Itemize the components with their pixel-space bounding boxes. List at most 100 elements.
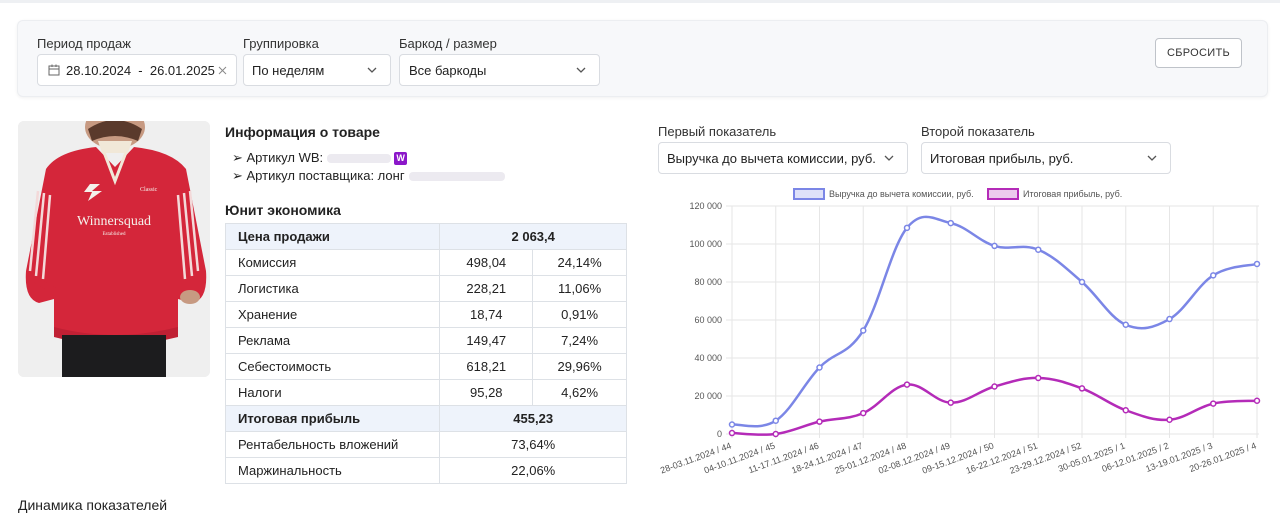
supplier-article-label: ➢ Артикул поставщика: лонг (232, 168, 405, 183)
svg-text:Classic: Classic (140, 187, 158, 193)
roi-row: Рентабельность вложений 73,64% (224, 431, 627, 458)
reset-button[interactable]: СБРОСИТЬ (1155, 38, 1242, 68)
first-metric-select[interactable]: Выручка до вычета комиссии, руб. (658, 142, 908, 174)
data-point (903, 381, 911, 388)
row-label: Хранение (224, 301, 441, 328)
wb-article-value-masked (327, 154, 392, 164)
row-percent: 24,14% (532, 249, 627, 276)
data-point (1078, 278, 1086, 286)
product-image: Classic Winnersquad Established (18, 121, 210, 377)
wb-article-label: ➢ Артикул WB: (232, 150, 324, 165)
table-row: Налоги 95,28 4,62% (224, 379, 627, 406)
data-point (1253, 397, 1261, 404)
data-point (1210, 400, 1217, 407)
row-value: 498,04 (439, 249, 534, 276)
unit-economics-title: Юнит экономика (225, 202, 341, 218)
data-point (1253, 260, 1261, 268)
roi-value: 73,64% (439, 431, 627, 458)
row-percent: 11,06% (532, 275, 627, 302)
table-row: Реклама 149,47 7,24% (224, 327, 627, 354)
dynamics-line-chart: 120 000 100 000 80 000 60 000 40 000 20 000 02… (659, 188, 1261, 476)
clear-icon[interactable] (218, 66, 227, 75)
price-label: Цена продажи (224, 223, 441, 250)
barcode-select[interactable]: Все баркоды (399, 54, 600, 86)
data-point (1166, 416, 1173, 423)
top-divider (0, 0, 1280, 3)
y-tick-label: 120 000 (689, 201, 722, 211)
margin-value: 22,06% (439, 457, 627, 484)
calendar-icon (48, 64, 60, 76)
row-label: Налоги (224, 379, 441, 406)
unit-economics-table: Цена продажи 2 063,4 Комиссия 498,04 24,… (224, 223, 627, 484)
data-point (816, 364, 823, 371)
profit-value: 455,23 (439, 405, 627, 432)
table-row: Комиссия 498,04 24,14% (224, 249, 627, 276)
data-point (991, 242, 998, 250)
second-metric-select[interactable]: Итоговая прибыль, руб. (921, 142, 1171, 174)
data-point (1035, 246, 1042, 253)
second-metric-value: Итоговая прибыль, руб. (930, 150, 1074, 166)
legend-swatch (793, 188, 825, 200)
print-text: Winnersquad (77, 214, 151, 229)
product-info-title: Информация о товаре (225, 124, 380, 140)
row-label: Логистика (224, 275, 441, 302)
wb-article-line: ➢ Артикул WB: W (232, 150, 408, 166)
row-percent: 7,24% (532, 327, 627, 354)
row-value: 149,47 (439, 327, 534, 354)
wb-badge-icon: W (394, 152, 408, 166)
row-percent: 29,96% (532, 353, 627, 380)
profit-label: Итоговая прибыль (224, 405, 441, 432)
data-point (728, 421, 736, 428)
product-photo: Classic Winnersquad Established (18, 121, 210, 377)
table-row: Логистика 228,21 11,06% (224, 275, 627, 302)
y-tick-label: 20 000 (694, 391, 722, 401)
data-point (1078, 385, 1086, 392)
legend-label: Итоговая прибыль, руб. (1023, 189, 1122, 199)
filter-panel: Период продаж 28.10.2024 - 26.01.2025 Гр… (17, 20, 1268, 97)
data-point (1166, 315, 1173, 323)
data-point (903, 224, 911, 232)
supplier-article-value-masked (408, 172, 505, 182)
first-metric-value: Выручка до вычета комиссии, руб. (667, 150, 876, 166)
chevron-down-icon (576, 67, 586, 73)
price-value: 2 063,4 (439, 223, 627, 250)
row-value: 618,21 (439, 353, 534, 380)
row-value: 18,74 (439, 301, 534, 328)
y-tick-label: 100 000 (689, 239, 722, 249)
first-metric-label: Первый показатель (658, 124, 777, 139)
row-percent: 4,62% (532, 379, 627, 406)
y-tick-label: 60 000 (694, 315, 722, 325)
y-tick-label: 80 000 (694, 277, 722, 287)
row-value: 228,21 (439, 275, 534, 302)
row-label: Комиссия (224, 249, 441, 276)
data-point (728, 429, 736, 437)
data-point (1122, 407, 1129, 414)
row-value: 95,28 (439, 379, 534, 406)
data-point (1122, 321, 1129, 328)
legend-label: Выручка до вычета комиссии, руб. (829, 189, 974, 199)
barcode-value: Все баркоды (409, 62, 487, 78)
barcode-label: Баркод / размер (399, 36, 497, 51)
profit-row: Итоговая прибыль 455,23 (224, 405, 627, 432)
chevron-down-icon (367, 67, 377, 73)
period-date-range[interactable]: 28.10.2024 - 26.01.2025 (37, 54, 237, 86)
data-point (772, 417, 779, 424)
row-label: Себестоимость (224, 353, 441, 380)
price-row: Цена продажи 2 063,4 (224, 223, 627, 250)
grouping-value: По неделям (252, 62, 325, 78)
margin-label: Маржинальность (224, 457, 441, 484)
period-label: Период продаж (37, 36, 131, 51)
grouping-select[interactable]: По неделям (243, 54, 391, 86)
data-point (947, 399, 954, 406)
roi-label: Рентабельность вложений (224, 431, 441, 458)
second-metric-label: Второй показатель (921, 124, 1035, 139)
margin-row: Маржинальность 22,06% (224, 457, 627, 484)
data-point (860, 409, 867, 417)
chevron-down-icon (1147, 155, 1157, 161)
data-point (816, 418, 823, 425)
data-point (947, 219, 954, 227)
period-value: 28.10.2024 - 26.01.2025 (66, 62, 215, 78)
y-tick-label: 40 000 (694, 353, 722, 363)
data-point (772, 430, 779, 438)
data-point (1035, 374, 1042, 382)
